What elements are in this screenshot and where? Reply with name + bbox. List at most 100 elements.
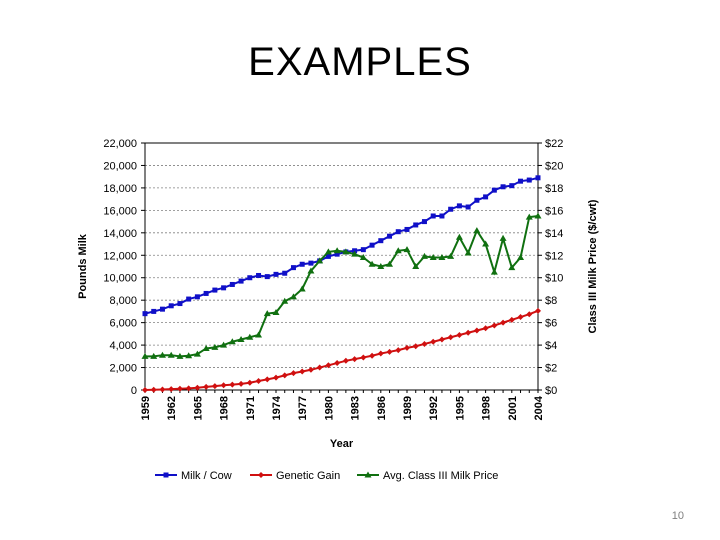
data-point <box>438 336 445 343</box>
y2-tick-label: $22 <box>545 138 563 150</box>
data-point <box>360 354 367 361</box>
y-tick-label: 10,000 <box>103 273 137 285</box>
legend-swatch-marker <box>364 471 372 478</box>
data-point <box>438 254 446 261</box>
x-tick-label: 2001 <box>507 396 519 420</box>
series-line <box>144 176 539 315</box>
data-point <box>150 386 157 393</box>
data-point <box>193 350 201 357</box>
data-point <box>256 272 262 278</box>
legend-item: Milk / Cow <box>155 470 232 482</box>
y-tick-label: 6,000 <box>109 318 137 330</box>
page-number: 10 <box>671 510 684 522</box>
data-point <box>491 187 497 193</box>
y2-tick-label: $4 <box>545 340 557 352</box>
data-point <box>456 203 462 209</box>
data-point <box>255 378 262 385</box>
data-point <box>185 385 192 392</box>
data-point <box>378 238 384 244</box>
data-point <box>387 233 393 239</box>
data-point <box>141 352 149 359</box>
data-point <box>238 278 244 284</box>
y-tick-label: 2,000 <box>109 363 137 375</box>
data-point <box>508 316 515 323</box>
data-point <box>351 356 358 363</box>
legend-label: Milk / Cow <box>181 470 232 482</box>
y-tick-label: 12,000 <box>103 250 137 262</box>
data-point <box>413 222 419 228</box>
plot-frame <box>144 142 539 391</box>
data-point <box>464 249 472 256</box>
data-point <box>483 194 489 200</box>
data-point <box>263 310 271 317</box>
data-point <box>517 314 524 321</box>
data-point <box>499 234 507 241</box>
data-point <box>281 372 288 379</box>
data-point <box>447 334 454 341</box>
x-tick-label: 1965 <box>192 396 204 420</box>
right-axis-ticks: $0 $2 $4 $6 $8 $10 $12 $14 $16 $18 $20 $22 <box>538 138 563 397</box>
y-tick-label: 4,000 <box>109 340 137 352</box>
data-point <box>403 246 411 253</box>
y2-tick-label: $18 <box>545 183 563 195</box>
data-point <box>203 383 210 390</box>
data-point <box>316 257 324 264</box>
data-point <box>159 306 165 312</box>
data-point <box>229 381 236 388</box>
x-tick-label: 1962 <box>166 396 178 420</box>
y-tick-label: 16,000 <box>103 205 137 217</box>
data-point <box>490 268 498 275</box>
data-point <box>194 294 200 300</box>
data-point <box>167 351 175 358</box>
data-point <box>220 341 228 348</box>
data-point <box>360 247 366 253</box>
data-point <box>176 352 184 359</box>
y-tick-label: 8,000 <box>109 295 137 307</box>
data-point <box>535 307 541 314</box>
data-point <box>508 264 516 271</box>
data-point <box>394 247 402 254</box>
x-tick-label: 1968 <box>219 396 231 420</box>
series-milk-cow <box>142 175 541 317</box>
data-point <box>421 219 427 225</box>
data-point <box>430 213 436 219</box>
x-tick-label: 1989 <box>402 396 414 420</box>
data-point <box>473 227 481 234</box>
data-point <box>351 250 359 257</box>
data-point <box>316 364 323 371</box>
data-point <box>229 281 235 287</box>
data-point <box>535 175 541 181</box>
data-point <box>465 204 471 210</box>
data-point <box>359 254 367 261</box>
data-point <box>194 384 201 391</box>
y2-axis-label: Class III Milk Price ($/cwt) <box>587 199 599 333</box>
data-point <box>307 366 314 373</box>
y2-tick-label: $8 <box>545 295 557 307</box>
data-point <box>473 327 480 334</box>
data-point <box>342 248 350 255</box>
data-point <box>255 331 263 338</box>
x-tick-label: 1992 <box>428 396 440 420</box>
data-point <box>377 350 384 357</box>
data-point <box>290 265 296 271</box>
legend-swatch-marker <box>258 472 264 478</box>
data-point <box>386 260 394 267</box>
data-point <box>525 213 533 220</box>
data-point <box>448 206 454 212</box>
data-point <box>491 322 498 329</box>
data-point <box>299 368 306 375</box>
series-layer <box>141 175 542 393</box>
data-point <box>211 383 218 390</box>
x-tick-label: 1998 <box>481 396 493 420</box>
data-point <box>430 338 437 345</box>
data-point <box>455 233 463 240</box>
data-point <box>429 254 437 261</box>
data-point <box>325 362 332 369</box>
x-tick-label: 1980 <box>323 396 335 420</box>
data-point <box>325 253 331 259</box>
data-point <box>273 374 279 381</box>
data-point <box>404 344 410 351</box>
data-point <box>186 296 192 302</box>
data-point <box>298 285 306 292</box>
